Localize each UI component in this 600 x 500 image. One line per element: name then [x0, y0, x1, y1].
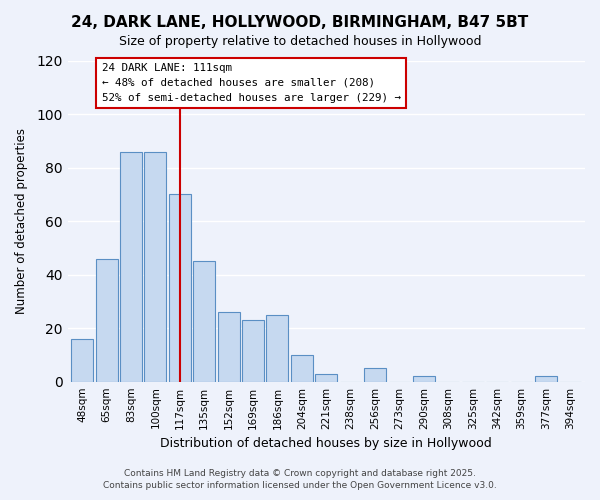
Bar — [193, 261, 215, 382]
Text: 24, DARK LANE, HOLLYWOOD, BIRMINGHAM, B47 5BT: 24, DARK LANE, HOLLYWOOD, BIRMINGHAM, B4… — [71, 15, 529, 30]
Bar — [291, 355, 313, 382]
Bar — [266, 315, 289, 382]
Bar — [145, 152, 166, 382]
Text: Size of property relative to detached houses in Hollywood: Size of property relative to detached ho… — [119, 35, 481, 48]
Bar — [364, 368, 386, 382]
Bar — [413, 376, 435, 382]
Bar — [316, 374, 337, 382]
Bar — [535, 376, 557, 382]
Bar — [71, 339, 93, 382]
Y-axis label: Number of detached properties: Number of detached properties — [15, 128, 28, 314]
Bar — [95, 258, 118, 382]
Bar — [242, 320, 264, 382]
Bar — [169, 194, 191, 382]
Text: Contains HM Land Registry data © Crown copyright and database right 2025.
Contai: Contains HM Land Registry data © Crown c… — [103, 468, 497, 490]
X-axis label: Distribution of detached houses by size in Hollywood: Distribution of detached houses by size … — [160, 437, 492, 450]
Text: 24 DARK LANE: 111sqm
← 48% of detached houses are smaller (208)
52% of semi-deta: 24 DARK LANE: 111sqm ← 48% of detached h… — [102, 63, 401, 103]
Bar — [218, 312, 239, 382]
Bar — [120, 152, 142, 382]
